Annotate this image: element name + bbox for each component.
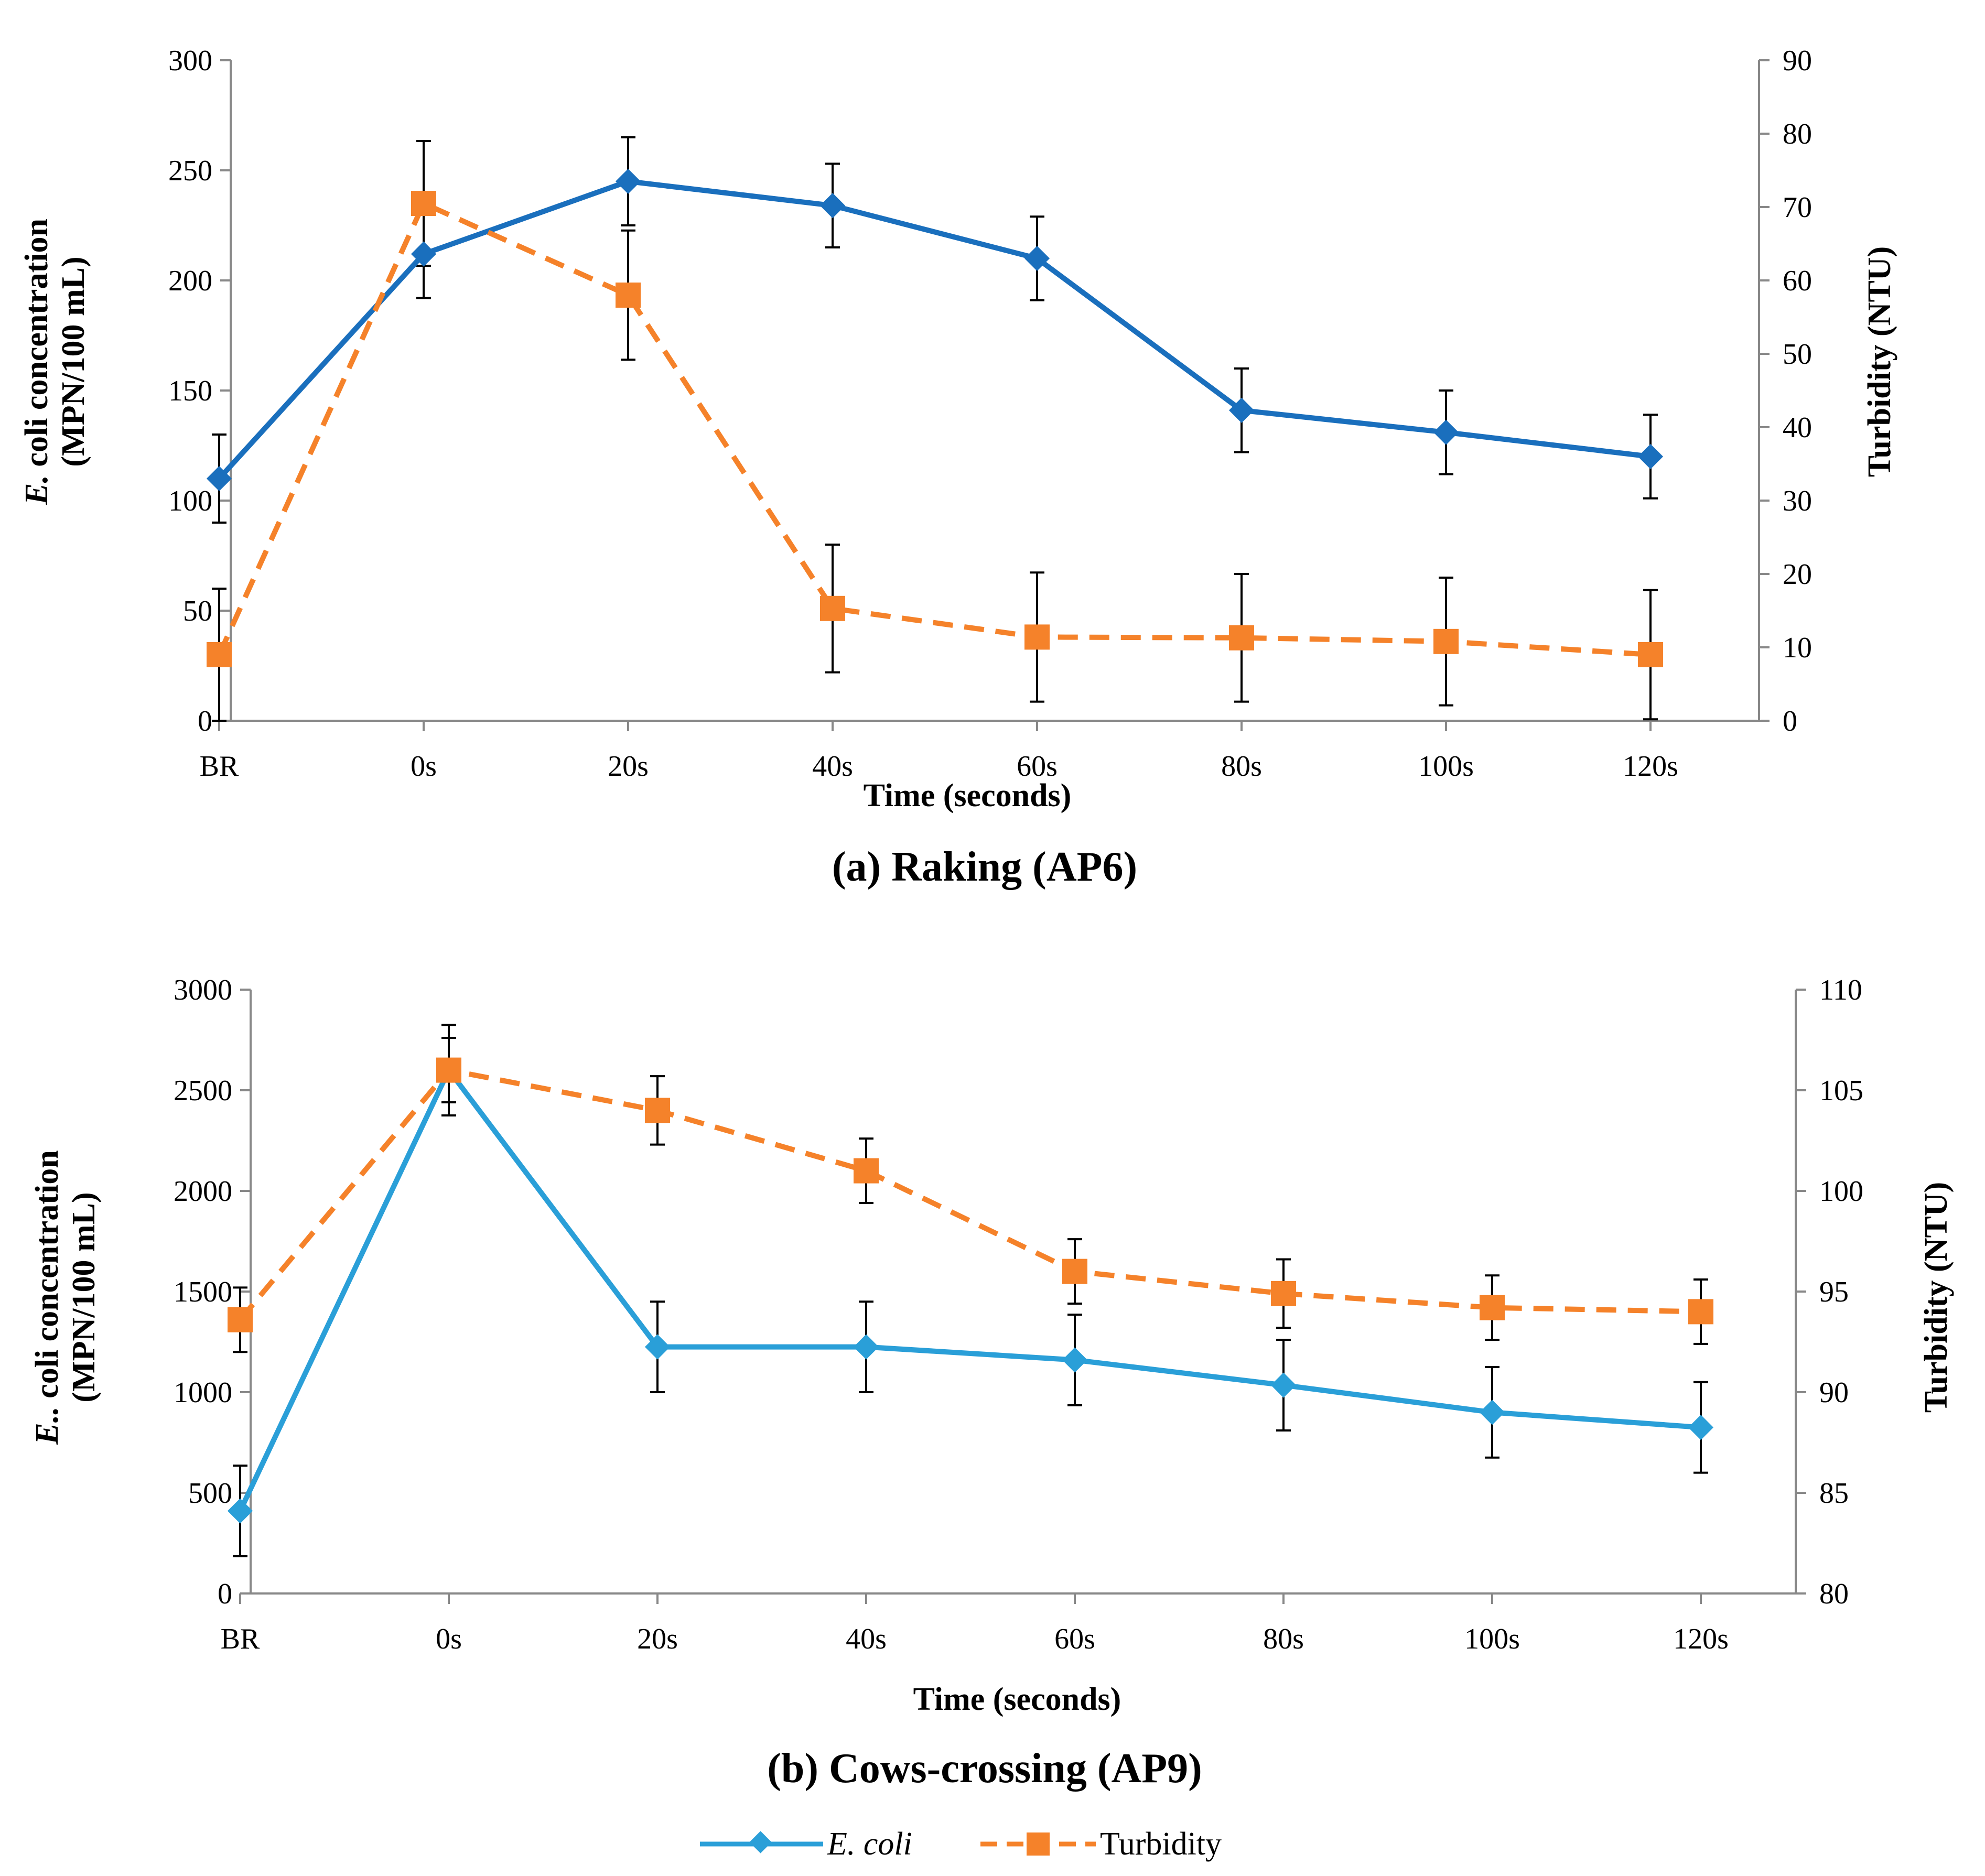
- chart-b-turbidity-series-line: [238, 1067, 1701, 1321]
- chart-a-x-tick-label: 60s: [1017, 750, 1058, 783]
- chart-a-y2-tick-label: 30: [1783, 485, 1812, 517]
- chart-b-caption: (b) Cows-crossing (AP9): [767, 1745, 1202, 1792]
- chart-b-turbidity-point: [854, 1158, 879, 1184]
- chart-a-ecoli-point: [1433, 419, 1459, 445]
- chart-a-turbidity-point: [820, 595, 845, 621]
- chart-b-turbidity-point: [1688, 1299, 1713, 1325]
- chart-b-x-tick-label: 100s: [1464, 1623, 1520, 1655]
- chart-a-x-tick-label: 100s: [1418, 750, 1474, 783]
- chart-a-turbidity-point: [1024, 624, 1050, 650]
- chart-a-ecoli-point: [1637, 443, 1664, 470]
- chart-b-turbidity-point: [1062, 1259, 1087, 1284]
- chart-a-y2-tick-label: 90: [1783, 45, 1812, 77]
- chart-a-y-tick-label: 300: [168, 45, 212, 77]
- chart-b-x-tick-label: 60s: [1054, 1623, 1095, 1655]
- chart-b-ecoli-series-line: [238, 1067, 1701, 1512]
- chart-b-y-tick-label: 2500: [174, 1075, 232, 1107]
- chart-b-y-tick-label: 0: [218, 1578, 232, 1610]
- chart-b-y2-tick-label: 100: [1819, 1175, 1863, 1208]
- chart-b-ecoli-point: [227, 1498, 253, 1524]
- chart-b-y2-tick-label: 85: [1819, 1477, 1849, 1510]
- chart-a-turbidity-point: [207, 642, 232, 667]
- chart-b-x-axis-title: Time (seconds): [913, 1682, 1121, 1717]
- chart-a-x-tick-label: BR: [200, 750, 239, 783]
- chart-a-y-tick-label: 0: [198, 705, 212, 738]
- chart-a-x-tick-label: 80s: [1221, 750, 1262, 783]
- chart-a-ecoli-point: [1228, 397, 1255, 423]
- chart-a-y-tick-label: 150: [168, 375, 212, 407]
- chart-a-y-tick-label: 250: [168, 155, 212, 187]
- chart-a-x-tick-label: 0s: [411, 750, 437, 783]
- chart-a-y2-tick-label: 80: [1783, 118, 1812, 150]
- chart-a-y2-tick-label: 0: [1783, 705, 1797, 738]
- chart-a-ecoli-point: [206, 465, 232, 492]
- chart-a-y-tick-label: 50: [183, 595, 212, 627]
- chart-b-ecoli-point: [1270, 1372, 1297, 1398]
- chart-a-y2-tick-label: 20: [1783, 558, 1812, 591]
- legend-ecoli-marker: [749, 1831, 772, 1853]
- chart-b-ecoli-point: [1479, 1400, 1505, 1425]
- chart-a-y2-axis-title: Turbidity (NTU): [1862, 246, 1897, 477]
- chart-a-ecoli-point: [411, 241, 437, 267]
- chart-b-y2-tick-label: 80: [1819, 1578, 1849, 1610]
- chart-b-y2-axis-title: Turbidity (NTU): [1918, 1182, 1954, 1413]
- chart-b-y2-tick-label: 95: [1819, 1276, 1849, 1308]
- chart-a-y2-tick-label: 50: [1783, 338, 1812, 371]
- chart-b-x-tick-label: 0s: [436, 1623, 462, 1655]
- chart-a-turbidity-point: [411, 191, 436, 216]
- chart-b-turbidity-point: [1480, 1295, 1505, 1320]
- chart-a-x-tick-label: 20s: [608, 750, 649, 783]
- chart-b-y2-tick-label: 110: [1819, 974, 1862, 1006]
- legend-ecoli-label: E. coli: [827, 1826, 912, 1862]
- chart-a-caption: (a) Raking (AP6): [832, 844, 1137, 890]
- chart-b-y-tick-label: 1000: [174, 1376, 232, 1409]
- chart-b-turbidity-point: [436, 1057, 461, 1083]
- chart-cows-crossing: E.. coli concentration(MPN/100 mL) Turbi…: [29, 974, 1954, 1792]
- chart-b-x-tick-label: BR: [221, 1623, 260, 1655]
- chart-b-turbidity-point: [1271, 1281, 1296, 1306]
- chart-a-y2-tick-label: 60: [1783, 265, 1812, 297]
- chart-a-y-axis-title: E. coli concentration(MPN/100 mL): [19, 219, 91, 505]
- legend-turbidity-marker: [1027, 1832, 1050, 1856]
- chart-b-y2-tick-label: 90: [1819, 1376, 1849, 1409]
- chart-b-y-tick-label: 2000: [174, 1175, 232, 1208]
- chart-b-y-tick-label: 500: [188, 1477, 232, 1510]
- chart-a-turbidity-point: [1433, 628, 1459, 654]
- legend-turbidity-label: Turbidity: [1100, 1826, 1222, 1862]
- chart-a-turbidity-point: [616, 283, 641, 308]
- chart-a-x-tick-label: 40s: [812, 750, 853, 783]
- chart-a-y-tick-label: 100: [168, 485, 212, 517]
- chart-b-turbidity-point: [228, 1307, 253, 1332]
- legend: E. coli Turbidity: [700, 1826, 1222, 1862]
- chart-a-x-axis-title: Time (seconds): [864, 778, 1072, 814]
- chart-a-turbidity-point: [1638, 642, 1663, 667]
- chart-a-y2-tick-label: 70: [1783, 191, 1812, 224]
- chart-b-x-tick-label: 20s: [637, 1623, 678, 1655]
- chart-a-y2-tick-label: 40: [1783, 411, 1812, 444]
- chart-a-ecoli-series-line: [217, 179, 1651, 481]
- chart-a-turbidity-point: [1229, 625, 1254, 650]
- chart-a-x-tick-label: 120s: [1623, 750, 1678, 783]
- chart-b-ecoli-point: [1062, 1347, 1088, 1373]
- chart-b-y-axis-title: E.. coli concentration(MPN/100 mL): [29, 1150, 102, 1445]
- chart-b-x-tick-label: 80s: [1263, 1623, 1304, 1655]
- chart-b-ecoli-point: [644, 1334, 671, 1360]
- chart-b-ecoli-point: [853, 1334, 879, 1360]
- chart-a-turbidity-series-line: [217, 201, 1651, 657]
- chart-b-y2-tick-label: 105: [1819, 1075, 1863, 1107]
- chart-b-ecoli-point: [1688, 1415, 1714, 1440]
- chart-b-x-tick-label: 40s: [846, 1623, 887, 1655]
- chart-b-y-tick-label: 1500: [174, 1276, 232, 1308]
- chart-b-turbidity-point: [645, 1098, 670, 1123]
- chart-a-y2-tick-label: 10: [1783, 632, 1812, 664]
- chart-b-x-tick-label: 120s: [1673, 1623, 1729, 1655]
- chart-b-y-tick-label: 3000: [174, 974, 232, 1006]
- chart-a-y-tick-label: 200: [168, 265, 212, 297]
